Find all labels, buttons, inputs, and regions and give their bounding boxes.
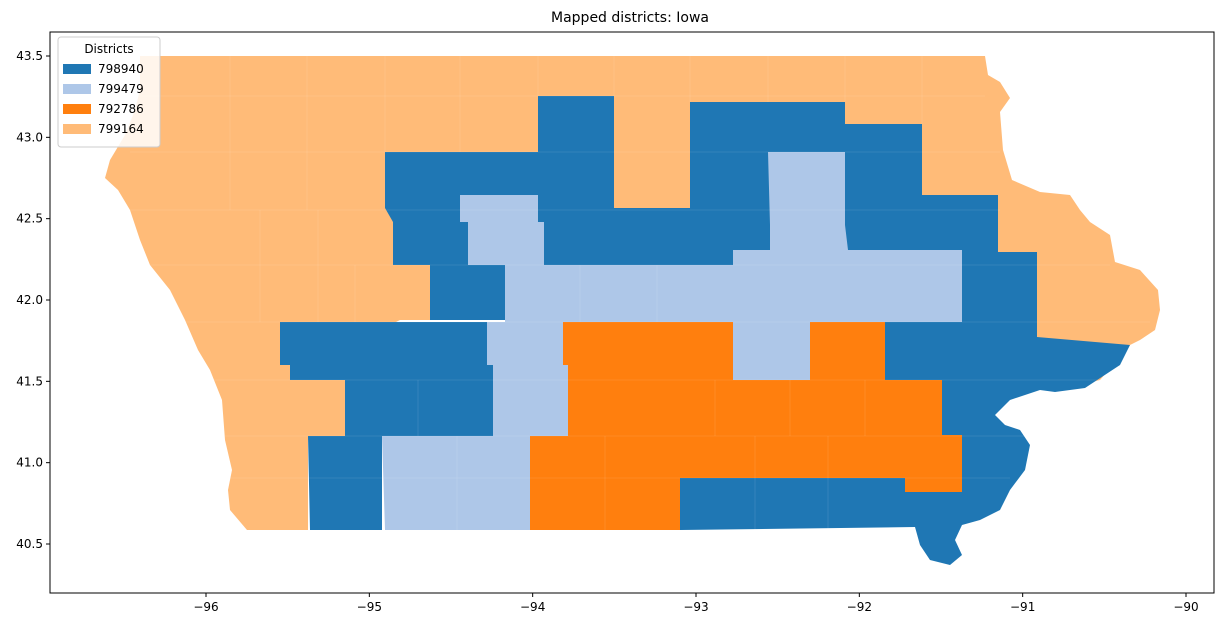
district-799479-regions — [382, 152, 962, 530]
legend-label: 799164 — [98, 122, 144, 136]
legend-swatch — [63, 104, 91, 114]
legend-entries: 798940 799479 792786 799164 — [63, 62, 144, 136]
legend-label: 792786 — [98, 102, 144, 116]
x-tick-label: −94 — [520, 600, 545, 614]
y-tick-label: 41.5 — [16, 374, 43, 388]
legend-label: 799479 — [98, 82, 144, 96]
district-798940-south-west — [280, 322, 563, 530]
legend-title: Districts — [84, 42, 133, 56]
x-tick-label: −96 — [193, 600, 218, 614]
county-lines — [130, 56, 1150, 530]
legend-swatch — [63, 124, 91, 134]
y-tick-label: 43.5 — [16, 49, 43, 63]
legend-swatch — [63, 64, 91, 74]
map-layer — [105, 56, 1160, 565]
x-axis: −96 −95 −94 −93 −92 −91 −90 — [193, 593, 1199, 614]
x-tick-label: −95 — [357, 600, 382, 614]
x-tick-label: −92 — [847, 600, 872, 614]
x-tick-label: −93 — [683, 600, 708, 614]
y-tick-label: 42.5 — [16, 212, 43, 226]
x-tick-label: −91 — [1010, 600, 1035, 614]
y-tick-label: 41.0 — [16, 456, 43, 470]
y-tick-label: 43.0 — [16, 130, 43, 144]
plot-frame — [49, 31, 1215, 594]
district-798940-south-east — [680, 252, 1130, 565]
y-axis: 40.5 41.0 41.5 42.0 42.5 43.0 43.5 — [16, 49, 50, 551]
y-tick-label: 42.0 — [16, 293, 43, 307]
legend: Districts 798940 799479 792786 799164 — [57, 36, 161, 148]
x-tick-label: −90 — [1173, 600, 1198, 614]
district-792786-region-a — [530, 322, 962, 530]
legend-swatch — [63, 84, 91, 94]
district-792786-regions — [530, 322, 962, 530]
legend-label: 798940 — [98, 62, 144, 76]
y-tick-label: 40.5 — [16, 537, 43, 551]
district-799479-region-a — [382, 152, 962, 530]
map-title: Mapped districts: Iowa — [551, 10, 709, 26]
